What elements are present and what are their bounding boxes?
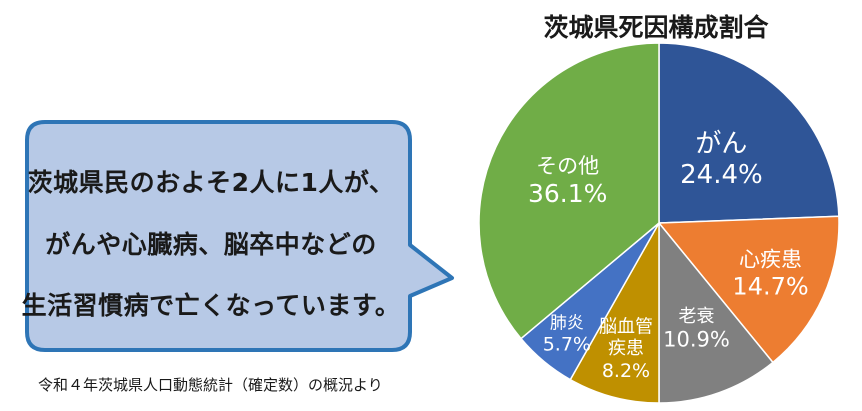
slice-name-label-3: 脳血管 [599,317,653,338]
slice-name-label-3: 疾患 [608,338,644,359]
slice-value-label-3: 8.2% [602,360,650,382]
bubble-text-line-3: 生活習慣病で亡くなっています。 [21,291,401,320]
pie-slice-5 [478,42,660,340]
pie-slice-3 [569,220,660,404]
slice-name-label-5: その他 [536,154,599,178]
slice-name-label-4: 肺炎 [550,313,584,333]
slice-value-label-1: 14.7% [732,273,808,301]
slice-name-label-0: がん [695,129,747,159]
source-note: 令和４年茨城県人口動態統計（確定数）の概況より [38,376,383,394]
pie-slice-1 [657,215,840,364]
speech-bubble-shape [25,120,454,352]
pie-slice-0 [658,42,840,224]
slice-name-label-2: 老衰 [678,306,714,327]
slice-value-label-0: 24.4% [680,160,763,190]
pie-slice-2 [658,220,774,404]
bubble-text-line-2: がんや心臓病、脳卒中などの [45,230,377,259]
slice-value-label-2: 10.9% [663,327,730,351]
slice-value-label-5: 36.1% [528,179,607,208]
slice-value-label-4: 5.7% [543,334,591,356]
slice-name-label-1: 心疾患 [739,248,802,272]
bubble-text-line-1: 茨城県民のおよそ2人に1人が、 [27,168,395,197]
chart-title: 茨城県死因構成割合 [543,13,769,42]
